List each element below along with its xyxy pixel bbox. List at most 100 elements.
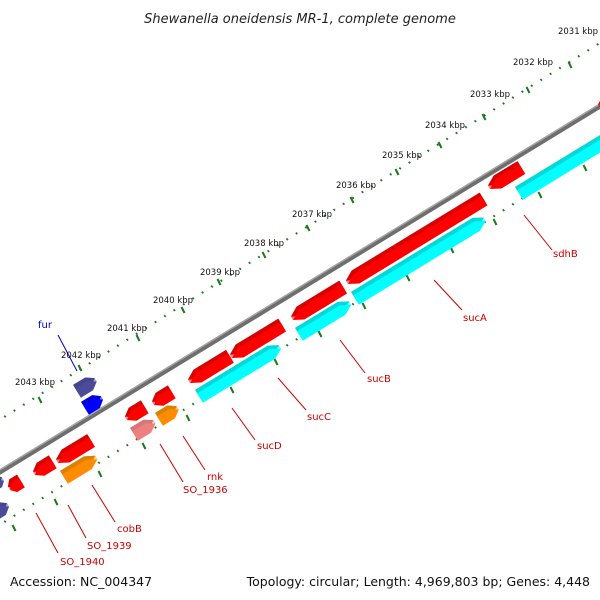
scale-major-tick <box>361 302 367 310</box>
scale-dot <box>436 143 440 147</box>
gene-red-2[interactable] <box>345 192 488 284</box>
scale-dot <box>13 409 16 412</box>
scale-dot <box>389 172 393 176</box>
gene-red-1[interactable] <box>487 161 526 189</box>
gene-navy-1[interactable] <box>0 502 10 522</box>
scale-dot <box>69 373 73 377</box>
gene-label-SO_1939[interactable]: SO_1939 <box>87 541 132 552</box>
scale-dot <box>50 385 54 389</box>
gene-cyan-0[interactable] <box>515 134 600 200</box>
scale-label: 2036 kbp <box>336 181 376 191</box>
gene-label-rnk[interactable]: rnk <box>207 472 223 483</box>
scale-major-tick <box>216 278 222 286</box>
gene-red-4[interactable] <box>229 318 287 358</box>
scale-dot <box>60 379 63 383</box>
label-leader-line <box>523 214 553 251</box>
scale-dot <box>182 302 186 306</box>
scale-dot <box>351 302 355 306</box>
gene-red-7[interactable] <box>124 400 149 421</box>
inner-scale-ticks <box>3 150 599 532</box>
scale-dot <box>417 155 421 158</box>
scale-dot <box>88 361 92 365</box>
gene-cyan-2[interactable] <box>295 301 352 341</box>
gene-red-8[interactable] <box>55 434 96 463</box>
scale-dot <box>31 397 35 401</box>
scale-dot <box>50 490 54 494</box>
scale-major-tick <box>180 306 186 314</box>
scale-major-tick <box>492 218 498 226</box>
gene-red-9[interactable] <box>32 455 57 476</box>
scale-dot <box>295 338 298 341</box>
scale-dot <box>502 102 505 105</box>
scale-major-tick <box>317 330 323 338</box>
scale-dot <box>511 202 515 206</box>
scale-dot <box>41 496 45 500</box>
scale-label: 2034 kbp <box>425 121 465 131</box>
scale-major-tick <box>261 251 267 259</box>
scale-dot <box>191 296 195 300</box>
gene-red-5[interactable] <box>187 349 234 383</box>
gene-red-0[interactable] <box>597 84 600 108</box>
gene-label-fur[interactable]: fur <box>38 320 53 331</box>
genome-backbone-highlight <box>0 103 600 471</box>
gene-label-SO_1936[interactable]: SO_1936 <box>183 485 228 496</box>
label-leader-line <box>231 407 256 441</box>
scale-dot <box>219 279 223 283</box>
gene-label-sucC[interactable]: sucC <box>307 412 331 423</box>
scale-major-tick <box>97 470 103 478</box>
scale-major-tick <box>481 113 487 121</box>
scale-dot <box>323 214 327 218</box>
scale-dot <box>473 119 477 123</box>
label-leader-line <box>57 334 78 372</box>
gene-pink-0[interactable] <box>130 419 156 441</box>
scale-dot <box>22 508 26 512</box>
gene-navy-0[interactable] <box>73 377 97 398</box>
scale-major-tick <box>525 86 531 94</box>
scale-dot <box>97 356 101 359</box>
gene-label-sucA[interactable]: sucA <box>463 313 487 324</box>
scale-label: 2032 kbp <box>513 58 553 68</box>
label-leader-line <box>182 435 206 471</box>
scale-dot <box>530 84 534 88</box>
gene-red-6[interactable] <box>151 385 176 406</box>
gene-red-3[interactable] <box>290 280 348 320</box>
gene-label-sucB[interactable]: sucB <box>367 374 391 385</box>
scale-major-tick <box>77 364 83 372</box>
scale-dot <box>154 426 157 429</box>
scale-dot <box>520 90 524 94</box>
gene-orange-0[interactable] <box>155 405 179 426</box>
scale-major-tick <box>394 168 400 176</box>
scale-dot <box>3 415 7 418</box>
scale-major-tick <box>185 414 191 422</box>
gene-cyan-3[interactable] <box>195 345 282 403</box>
scale-major-tick <box>11 524 17 532</box>
outer-scale-ticks <box>3 43 599 418</box>
gene-navy-2[interactable] <box>0 476 4 492</box>
scale-dot <box>107 350 110 353</box>
scale-dot <box>13 514 16 518</box>
gene-label-SO_1940[interactable]: SO_1940 <box>60 557 105 568</box>
scale-dot <box>41 391 45 395</box>
gene-blue-0[interactable] <box>81 395 104 415</box>
scale-major-tick <box>229 386 235 394</box>
gene-red-10[interactable] <box>7 474 25 493</box>
scale-major-tick <box>53 498 59 506</box>
scale-dot <box>238 267 242 271</box>
scale-dot <box>144 326 148 330</box>
gene-features <box>0 84 600 522</box>
label-leader-line <box>35 512 59 554</box>
gene-cyan-1[interactable] <box>351 217 486 305</box>
gene-label-sdhB[interactable]: sdhB <box>553 249 578 260</box>
gene-label-sucD[interactable]: sucD <box>257 441 282 452</box>
gene-orange-1[interactable] <box>60 455 98 484</box>
label-leader-line <box>67 504 87 539</box>
gene-label-cobB[interactable]: cobB <box>117 524 142 535</box>
scale-dot <box>267 249 270 253</box>
label-leader-line <box>91 484 116 523</box>
scale-label: 2039 kbp <box>200 268 240 278</box>
scale-dot <box>586 48 590 52</box>
scale-dot <box>314 220 317 223</box>
scale-label: 2035 kbp <box>382 151 422 161</box>
scale-dot <box>445 137 449 141</box>
label-leader-line <box>159 443 184 483</box>
